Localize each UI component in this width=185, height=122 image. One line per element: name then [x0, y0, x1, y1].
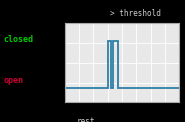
Text: closed: closed	[4, 35, 34, 44]
Text: > threshold: > threshold	[110, 9, 161, 18]
Text: rest: rest	[76, 117, 95, 122]
Text: open: open	[4, 76, 24, 85]
